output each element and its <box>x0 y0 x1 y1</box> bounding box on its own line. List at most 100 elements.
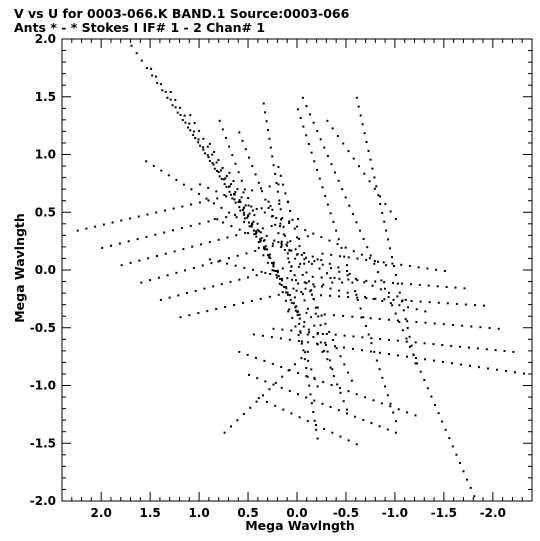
data-point <box>409 345 411 348</box>
y-tick-label: -0.5 <box>30 321 56 335</box>
data-point <box>246 216 249 219</box>
data-point <box>359 114 362 117</box>
data-point <box>437 412 440 415</box>
data-point <box>419 300 422 303</box>
data-point <box>393 265 395 267</box>
data-point <box>451 362 453 365</box>
data-point <box>430 395 433 398</box>
data-point <box>248 221 250 224</box>
data-point <box>435 268 438 271</box>
data-point <box>235 216 238 219</box>
data-point <box>424 358 426 361</box>
data-point <box>352 250 355 253</box>
data-point <box>285 287 288 290</box>
data-point <box>340 246 343 249</box>
data-point <box>135 52 138 55</box>
data-point <box>365 279 368 282</box>
data-point <box>172 207 175 210</box>
data-point <box>478 366 480 369</box>
data-point <box>297 334 300 337</box>
data-point <box>464 303 467 306</box>
data-point <box>303 299 306 302</box>
data-point <box>288 338 291 341</box>
data-point <box>256 222 259 225</box>
data-point <box>415 308 418 311</box>
data-point <box>359 229 361 232</box>
data-point <box>156 81 159 84</box>
data-point <box>294 257 297 260</box>
data-point <box>376 271 379 274</box>
data-point <box>293 302 295 305</box>
data-point <box>282 408 285 411</box>
data-point <box>363 132 366 135</box>
data-point <box>259 238 262 241</box>
data-point <box>331 368 334 371</box>
data-point <box>367 333 370 336</box>
data-point <box>329 294 332 297</box>
data-point <box>265 120 268 123</box>
data-point <box>373 350 376 353</box>
data-point <box>388 353 390 356</box>
data-point <box>347 371 350 374</box>
data-point <box>189 129 192 132</box>
data-point <box>111 221 114 224</box>
data-point <box>469 486 472 489</box>
data-point <box>274 173 277 175</box>
data-point <box>374 297 377 300</box>
data-point <box>298 416 301 419</box>
data-point <box>251 209 254 212</box>
data-point <box>263 359 266 362</box>
data-point <box>335 347 338 350</box>
data-point <box>388 291 391 294</box>
data-point <box>266 248 268 251</box>
data-point <box>250 225 253 228</box>
data-point <box>248 373 250 376</box>
data-point <box>354 290 357 293</box>
data-point <box>233 198 236 201</box>
data-point <box>361 336 364 339</box>
data-point <box>346 412 348 415</box>
data-point <box>323 427 326 430</box>
data-point <box>306 307 309 310</box>
data-point <box>505 370 507 372</box>
data-point <box>276 190 279 193</box>
data-point <box>297 108 299 111</box>
data-point <box>250 205 253 208</box>
data-point <box>264 271 267 274</box>
data-point <box>352 335 355 338</box>
data-point <box>309 113 311 116</box>
data-point <box>310 368 313 371</box>
data-point <box>215 190 218 193</box>
data-point <box>140 59 143 62</box>
data-point <box>298 237 300 240</box>
data-point <box>222 221 225 224</box>
data-point <box>328 330 331 333</box>
data-point <box>192 267 195 269</box>
data-point <box>277 166 280 169</box>
data-point <box>313 419 316 422</box>
data-point <box>207 220 210 223</box>
data-point <box>146 213 149 216</box>
data-point <box>384 287 386 290</box>
data-point <box>414 362 417 365</box>
data-point <box>307 143 310 145</box>
data-point <box>149 279 152 282</box>
data-point <box>427 284 430 287</box>
data-point <box>234 191 237 194</box>
data-point <box>242 191 245 194</box>
data-point <box>304 229 307 232</box>
data-point <box>306 420 309 423</box>
data-point <box>302 349 305 352</box>
data-point <box>523 372 525 375</box>
axis-tick-labels: 2.0 1.5 1.0 0.5 0.0 -0.5 -1.0 -1.5 -2.0 2.0 1.5 1.0… <box>30 32 506 520</box>
data-point <box>355 293 358 296</box>
data-point <box>365 324 367 327</box>
data-point <box>341 188 344 191</box>
data-point <box>267 129 269 131</box>
data-point <box>261 190 264 193</box>
data-point <box>251 222 254 225</box>
data-point <box>275 181 278 184</box>
data-point <box>400 300 403 303</box>
data-point <box>150 67 153 70</box>
data-point <box>385 264 388 267</box>
